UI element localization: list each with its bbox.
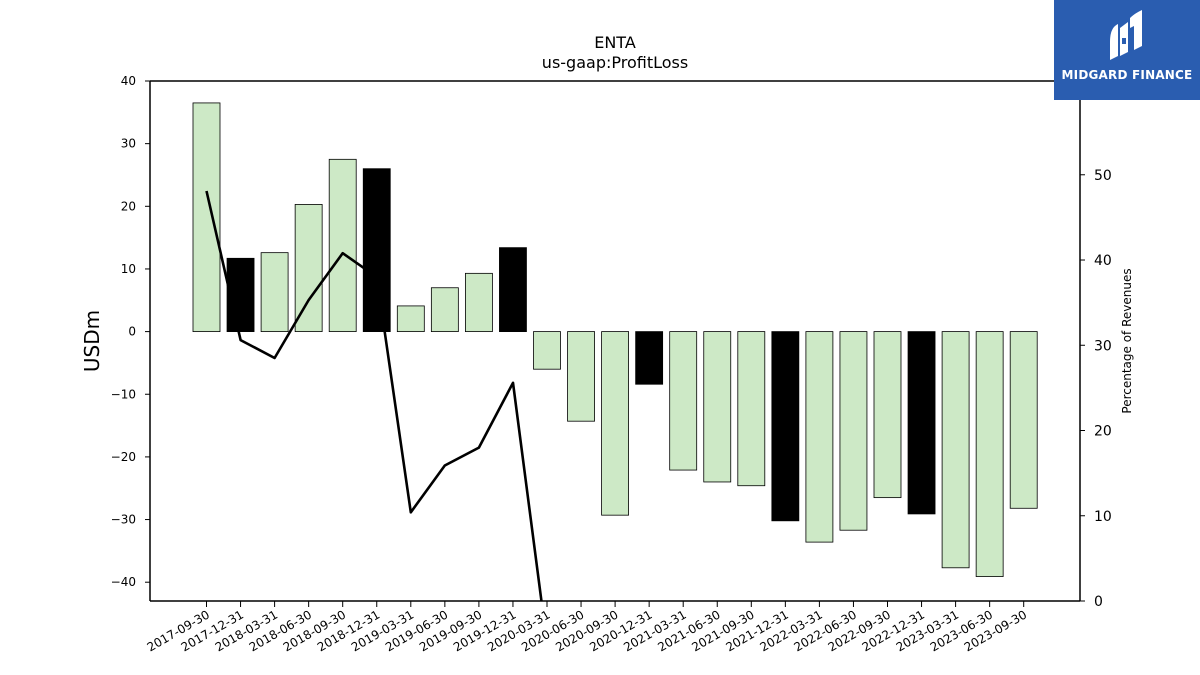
bar: [396, 305, 425, 333]
y-tick-label: −30: [111, 513, 136, 527]
y2-tick-label: 40: [1094, 253, 1112, 269]
y-axis-label: USDm: [80, 310, 104, 372]
bar: [499, 247, 527, 333]
bar: [328, 158, 357, 333]
bar: [464, 272, 493, 333]
y-tick-label: −20: [111, 450, 136, 464]
bar: [362, 168, 391, 333]
bar: [601, 331, 629, 516]
y2-tick-label: 50: [1094, 168, 1112, 184]
y-tick-label: 0: [128, 325, 136, 339]
midgard-finance-logo: MIDGARD FINANCE: [1054, 0, 1200, 100]
bar: [192, 102, 221, 333]
bar: [805, 331, 834, 543]
bar: [567, 331, 595, 422]
y-tick-label: 40: [121, 74, 136, 88]
y-tick-label: 10: [121, 262, 136, 276]
y2-axis-label: Percentage of Revenues: [1120, 268, 1134, 413]
midgard-logo-icon: [1110, 10, 1142, 60]
bar: [1009, 331, 1038, 509]
y2-tick-label: 20: [1094, 424, 1112, 440]
percentage-line: [205, 190, 543, 601]
chart-subtitle: us-gaap:ProfitLoss: [542, 53, 688, 72]
logo-text: MIDGARD FINANCE: [1061, 68, 1193, 82]
bar: [533, 331, 561, 370]
bar: [669, 331, 698, 471]
bar: [839, 331, 868, 531]
y2-tick-label: 0: [1094, 594, 1103, 610]
y2-tick-label: 10: [1094, 509, 1112, 525]
bar: [737, 331, 766, 487]
bar: [941, 331, 970, 569]
bar: [873, 331, 902, 499]
chart-title: ENTA: [594, 33, 636, 52]
y2-tick-label: 30: [1094, 338, 1112, 354]
bar: [703, 331, 732, 483]
y-tick-label: −40: [111, 575, 136, 589]
y-tick-label: −10: [111, 387, 136, 401]
plot-area: 403020100−10−20−30−40504030201002017-09-…: [111, 74, 1112, 654]
y-tick-label: 30: [121, 137, 136, 151]
bar: [771, 331, 800, 522]
y-tick-label: 20: [121, 199, 136, 213]
bar: [635, 331, 664, 385]
bar: [430, 287, 459, 333]
bar: [294, 204, 323, 333]
bar: [975, 331, 1004, 577]
bar: [907, 331, 936, 515]
bar: [260, 252, 289, 333]
